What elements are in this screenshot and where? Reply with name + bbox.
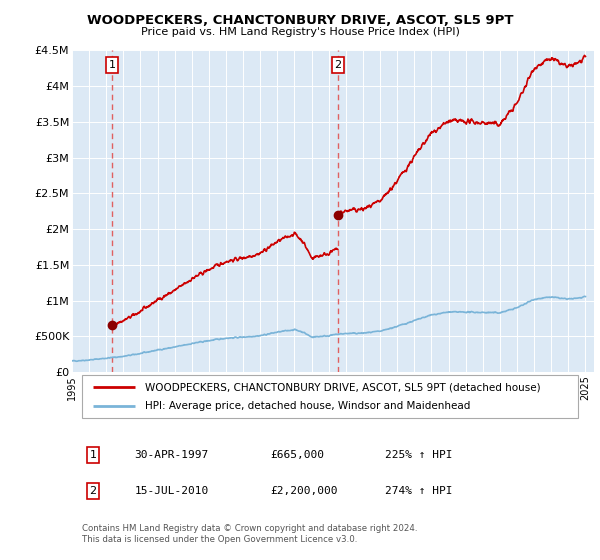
- Text: £2,200,000: £2,200,000: [271, 486, 338, 496]
- Text: 15-JUL-2010: 15-JUL-2010: [134, 486, 209, 496]
- Text: Price paid vs. HM Land Registry's House Price Index (HPI): Price paid vs. HM Land Registry's House …: [140, 27, 460, 37]
- Text: 1: 1: [89, 450, 97, 460]
- Text: WOODPECKERS, CHANCTONBURY DRIVE, ASCOT, SL5 9PT: WOODPECKERS, CHANCTONBURY DRIVE, ASCOT, …: [87, 14, 513, 27]
- FancyBboxPatch shape: [82, 375, 578, 418]
- Text: 30-APR-1997: 30-APR-1997: [134, 450, 209, 460]
- Text: £665,000: £665,000: [271, 450, 325, 460]
- Text: 2: 2: [334, 60, 341, 70]
- Text: 225% ↑ HPI: 225% ↑ HPI: [385, 450, 453, 460]
- Text: HPI: Average price, detached house, Windsor and Maidenhead: HPI: Average price, detached house, Wind…: [145, 402, 470, 412]
- Text: Contains HM Land Registry data © Crown copyright and database right 2024.
This d: Contains HM Land Registry data © Crown c…: [82, 524, 418, 544]
- Text: 1: 1: [109, 60, 115, 70]
- Text: 274% ↑ HPI: 274% ↑ HPI: [385, 486, 453, 496]
- Text: WOODPECKERS, CHANCTONBURY DRIVE, ASCOT, SL5 9PT (detached house): WOODPECKERS, CHANCTONBURY DRIVE, ASCOT, …: [145, 382, 541, 393]
- Text: 2: 2: [89, 486, 97, 496]
